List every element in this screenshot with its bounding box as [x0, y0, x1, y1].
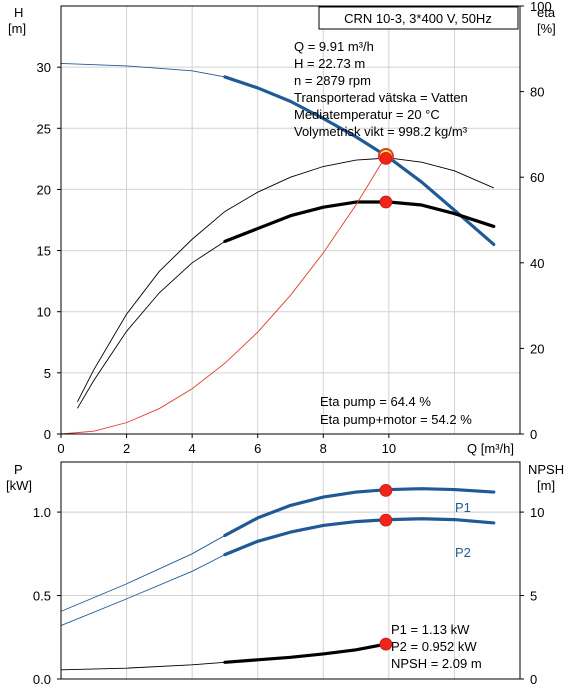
system-curve-line: [60, 155, 387, 435]
pump-model-box: [318, 6, 519, 30]
x-tick-label: 2: [123, 441, 130, 456]
y-right-tick-label: 100: [530, 0, 552, 14]
top-points: [377, 148, 394, 209]
x-tick-label: 0: [57, 441, 64, 456]
efficiency-info: Eta pump = 64.4 % Eta pump+motor = 54.2 …: [320, 394, 472, 427]
op-p2-point: [379, 513, 393, 527]
npsh-axis-label: NPSH: [528, 462, 564, 477]
info-line-head: H = 22.73 m: [294, 56, 365, 71]
y-left-tick-label: 10: [37, 305, 51, 320]
eta-total-label: Eta pump+motor = 54.2 %: [320, 412, 472, 427]
y-right-tick-label: 60: [530, 170, 544, 185]
series-label-p2: P2: [455, 545, 471, 560]
y-right-tick-label: 40: [530, 256, 544, 271]
y-right-tick-label: 0: [530, 672, 537, 687]
pump-model-label: CRN 10-3, 3*400 V, 50Hz: [344, 11, 492, 26]
y-left-tick-label: 25: [37, 121, 51, 136]
power-axis-unit: [kW]: [6, 478, 32, 493]
series-label-p1: P1: [455, 500, 471, 515]
eta-pump-motor-curve-bold-line: [223, 200, 496, 243]
p2-bold-line: [223, 517, 496, 557]
info-line-fluid: Transporterad vätska = Vatten: [294, 90, 468, 105]
head-axis-label: H: [14, 5, 23, 20]
top-grid: [60, 6, 521, 435]
y-left-tick-label: 0.0: [33, 672, 51, 687]
p1-bold-line: [223, 487, 496, 538]
top-plot-frame: [60, 5, 521, 435]
power-axis-label: P: [14, 462, 23, 477]
head-axis-unit: [m]: [8, 21, 26, 36]
x-tick-label: 4: [189, 441, 196, 456]
x-tick-label: 6: [254, 441, 261, 456]
y-right-tick-label: 80: [530, 85, 544, 100]
bottom-plot-frame: [60, 461, 521, 680]
y-left-tick-label: 30: [37, 60, 51, 75]
eta-pump-label: Eta pump = 64.4 %: [320, 394, 431, 409]
eta-pump-curve-line: [76, 157, 494, 403]
y-right-tick-label: 5: [530, 589, 537, 604]
power-info: P1 = 1.13 kW P2 = 0.952 kW NPSH = 2.09 m: [391, 622, 482, 671]
y-left-tick-label: 5: [44, 366, 51, 381]
y-left-tick-label: 1.0: [33, 505, 51, 520]
y-right-tick-label: 0: [530, 427, 537, 442]
bottom-points: [379, 483, 393, 651]
eta-axis-unit: [%]: [537, 21, 556, 36]
x-tick-label: 8: [320, 441, 327, 456]
y-left-tick-label: 0.5: [33, 589, 51, 604]
p1-line: [60, 488, 494, 612]
info-line-flow: Q = 9.91 m³/h: [294, 39, 374, 54]
p2-value-label: P2 = 0.952 kW: [391, 639, 477, 654]
op-p1-point: [379, 483, 393, 497]
npsh-curve-bold-line: [223, 642, 388, 664]
flow-axis-label: Q [m³/h]: [467, 441, 514, 456]
bottom-ticks: 0.0 0.5 1.0 0 5 10: [33, 505, 545, 687]
info-line-speed: n = 2879 rpm: [294, 73, 371, 88]
power-npsh-panel: 0.0 0.5 1.0 0 5 10 P [kW] NPSH [m] P1 P2 P1 =…: [6, 461, 564, 687]
eta-axis-label: eta: [537, 5, 556, 20]
op-eta-pump-point: [379, 151, 393, 165]
top-ticks: 0 5 10 15 20 25 30 0 20 40 60 80 100 0 2 4 6 8 10: [37, 0, 552, 456]
bottom-series: [60, 487, 496, 671]
x-tick-label: 10: [382, 441, 396, 456]
p1-value-label: P1 = 1.13 kW: [391, 622, 470, 637]
y-left-tick-label: 20: [37, 182, 51, 197]
eta-pump-motor-curve-line: [77, 201, 494, 409]
head-curve-bold-line: [223, 75, 496, 247]
info-line-temperature: Mediatemperatur = 20 °C: [294, 107, 440, 122]
operating-info: Q = 9.91 m³/h H = 22.73 m n = 2879 rpm T…: [294, 39, 468, 139]
npsh-axis-unit: [m]: [537, 478, 555, 493]
y-left-tick-label: 0: [44, 427, 51, 442]
y-right-tick-label: 20: [530, 341, 544, 356]
y-right-tick-label: 10: [530, 505, 544, 520]
head-efficiency-panel: 0 5 10 15 20 25 30 0 20 40 60 80 100 0 2 4 6 8 10 H [m] et…: [8, 0, 556, 456]
top-series: [60, 63, 496, 435]
info-line-density: Volymetrisk vikt = 998.2 kg/m³: [294, 124, 468, 139]
npsh-value-label: NPSH = 2.09 m: [391, 656, 482, 671]
y-left-tick-label: 15: [37, 244, 51, 259]
op-npsh-point: [379, 637, 393, 651]
npsh-curve-line: [60, 643, 386, 671]
op-eta-total-point: [379, 195, 393, 209]
